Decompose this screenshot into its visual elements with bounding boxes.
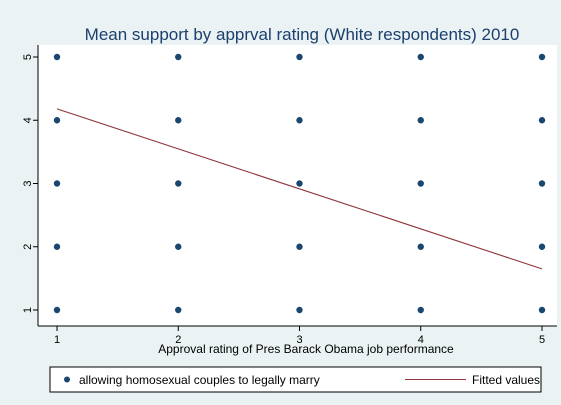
x-tick-label: 4: [418, 334, 424, 346]
scatter-point: [175, 117, 182, 124]
x-axis: 1 2 3 4 5: [38, 325, 557, 346]
scatter-point: [175, 180, 182, 187]
scatter-point: [175, 306, 182, 314]
scatter-point: [417, 306, 424, 314]
x-tick-label: 3: [296, 334, 302, 346]
scatter-point: [296, 53, 303, 61]
series-layer: [53, 53, 546, 314]
scatter-point: [296, 243, 303, 250]
scatter-point: [417, 53, 424, 61]
scatter-point: [53, 243, 61, 250]
x-tick-label: 2: [175, 334, 181, 346]
x-tick-label: 5: [539, 334, 545, 346]
scatter-point: [417, 117, 424, 124]
y-tick-label: 3: [22, 180, 34, 186]
scatter-point: [296, 306, 303, 314]
chart-title: Mean support by apprval rating (White re…: [85, 25, 520, 44]
legend: allowing homosexual couples to legally m…: [49, 366, 542, 393]
scatter-point: [53, 117, 61, 124]
y-tick-label: 5: [22, 54, 34, 60]
scatter-point: [538, 117, 546, 124]
x-axis-label: Approval rating of Pres Barack Obama job…: [158, 342, 454, 356]
scatter-point: [53, 306, 61, 314]
scatter-point: [175, 53, 182, 61]
scatter-point: [417, 243, 424, 250]
scatter-point: [296, 117, 303, 124]
scatter-point: [538, 53, 546, 61]
scatter-point: [538, 180, 546, 187]
scatter-point: [538, 306, 546, 314]
scatter-point: [538, 243, 546, 250]
y-axis: 1 2 3 4 5: [22, 45, 39, 326]
legend-label-scatter: allowing homosexual couples to legally m…: [79, 373, 320, 387]
scatter-point: [175, 243, 182, 250]
x-tick-label: 1: [54, 334, 60, 346]
scatter-point: [53, 180, 61, 187]
scatter-point: [417, 180, 424, 187]
y-tick-label: 1: [22, 307, 34, 313]
scatter-point: [296, 180, 303, 187]
legend-label-fitted: Fitted values: [472, 373, 540, 387]
y-tick-label: 2: [22, 244, 34, 250]
scatter-point: [53, 53, 61, 61]
fitted-line: [56, 108, 543, 270]
legend-marker-scatter: [64, 376, 70, 383]
y-tick-label: 4: [22, 117, 34, 123]
